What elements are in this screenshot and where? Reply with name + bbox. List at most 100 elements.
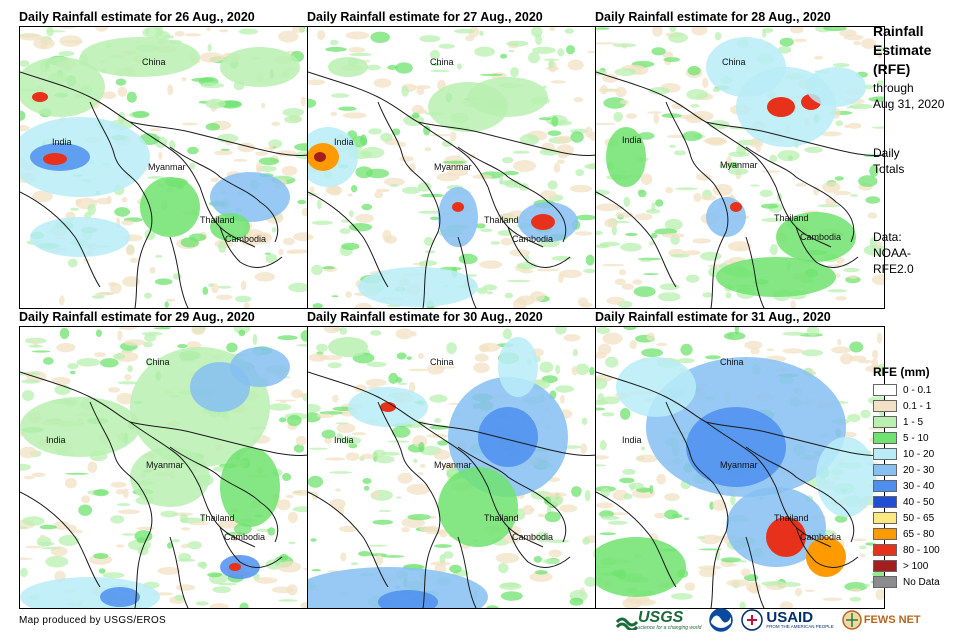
place-label-india: India (622, 435, 642, 445)
place-label-myanmar: Myanmar (434, 460, 472, 470)
rainfall-map: China India Myanmar Thailand Cambodia (595, 326, 885, 609)
place-label-thailand: Thailand (774, 513, 809, 523)
legend-swatch (873, 560, 897, 572)
legend-swatch (873, 448, 897, 460)
legend-title: RFE (mm) (873, 365, 930, 379)
usaid-wordmark: USAID (766, 609, 814, 627)
place-label-india: India (334, 137, 354, 147)
legend-swatch (873, 416, 897, 428)
place-label-india: India (334, 435, 354, 445)
legend-swatch (873, 544, 897, 556)
usaid-seal-icon (741, 609, 764, 631)
legend-item: 1 - 5 (873, 414, 965, 430)
place-label-china: China (430, 57, 454, 67)
rainfall-field (308, 27, 596, 308)
place-label-india: India (46, 435, 66, 445)
place-label-cambodia: Cambodia (224, 532, 266, 542)
legend-label: 20 - 30 (903, 464, 935, 476)
legend-swatch (873, 384, 897, 396)
legend-label: > 100 (903, 560, 929, 572)
legend-swatch (873, 464, 897, 476)
place-label-china: China (722, 57, 746, 67)
place-label-india: India (622, 135, 642, 145)
usgs-wordmark: USGS (638, 608, 684, 626)
legend-label: 0.1 - 1 (903, 400, 932, 412)
logo-strip: USGS science for a changing world USAID … (616, 606, 929, 634)
legend-item: 65 - 80 (873, 526, 965, 542)
legend-item: 50 - 65 (873, 510, 965, 526)
legend-label: No Data (903, 576, 940, 588)
place-label-cambodia: Cambodia (225, 234, 267, 244)
place-label-thailand: Thailand (200, 215, 235, 225)
legend-swatch (873, 480, 897, 492)
place-label-india: India (52, 137, 72, 147)
place-label-china: China (142, 57, 166, 67)
legend-item: 10 - 20 (873, 446, 965, 462)
panel-title: Daily Rainfall estimate for 30 Aug., 202… (307, 310, 543, 324)
legend-label: 50 - 65 (903, 512, 935, 524)
legend-label: 0 - 0.1 (903, 384, 932, 396)
panel-title: Daily Rainfall estimate for 27 Aug., 202… (307, 10, 543, 24)
data-source: RFE2.0 (873, 262, 914, 276)
place-label-cambodia: Cambodia (512, 234, 554, 244)
data-source: NOAA- (873, 246, 912, 260)
legend-swatch (873, 496, 897, 508)
legend-label: 30 - 40 (903, 480, 935, 492)
place-label-myanmar: Myanmar (148, 162, 186, 172)
rainfall-field (308, 327, 596, 608)
rainfall-field (20, 327, 308, 608)
place-label-thailand: Thailand (774, 213, 809, 223)
side-title-line: Rainfall (873, 23, 924, 39)
place-label-cambodia: Cambodia (800, 532, 842, 542)
usaid-logo: USAID FROM THE AMERICAN PEOPLE (741, 607, 834, 633)
place-label-myanmar: Myanmar (720, 460, 758, 470)
place-label-myanmar: Myanmar (434, 162, 472, 172)
place-label-china: China (720, 357, 744, 367)
legend-label: 65 - 80 (903, 528, 935, 540)
place-label-china: China (430, 357, 454, 367)
legend-swatch (873, 400, 897, 412)
through-date: Aug 31, 2020 (873, 97, 945, 111)
legend-swatch (873, 528, 897, 540)
rainfall-field (596, 27, 884, 308)
place-label-china: China (146, 357, 170, 367)
legend-label: 1 - 5 (903, 416, 924, 428)
legend-item: 0.1 - 1 (873, 398, 965, 414)
legend-item: No Data (873, 574, 965, 590)
place-label-cambodia: Cambodia (800, 232, 842, 242)
usgs-logo: USGS science for a changing world (616, 607, 701, 633)
legend: RFE (mm) 0 - 0.1 0.1 - 1 1 - 5 5 - 10 10 - 2… (873, 365, 965, 590)
usgs-wave-icon (616, 617, 638, 630)
place-label-thailand: Thailand (200, 513, 235, 523)
usgs-tagline: science for a changing world (638, 624, 702, 631)
rainfall-field (596, 327, 884, 608)
rainfall-map: China India Myanmar Thailand Cambodia (307, 26, 597, 309)
panel-title: Daily Rainfall estimate for 31 Aug., 202… (595, 310, 831, 324)
usaid-tagline: FROM THE AMERICAN PEOPLE (766, 624, 834, 630)
rainfall-map: China India Myanmar Thailand Cambodia (19, 26, 309, 309)
side-title-line: Estimate (873, 42, 932, 58)
fewsnet-wordmark: FEWS NET (863, 614, 921, 626)
legend-swatch (873, 432, 897, 444)
fewsnet-logo: FEWS NET (842, 607, 921, 633)
side-title-line: (RFE) (873, 61, 911, 77)
legend-swatch (873, 512, 897, 524)
legend-item: 30 - 40 (873, 478, 965, 494)
map-credit: Map produced by USGS/EROS (19, 615, 167, 626)
legend-item: 80 - 100 (873, 542, 965, 558)
place-label-myanmar: Myanmar (720, 160, 758, 170)
legend-item: 20 - 30 (873, 462, 965, 478)
rainfall-map: China India Myanmar Thailand Cambodia (307, 326, 597, 609)
data-label: Data: (873, 230, 902, 244)
noaa-logo (709, 607, 734, 633)
rainfall-map: China India Myanmar Thailand Cambodia (19, 326, 309, 609)
rainfall-field (20, 27, 308, 308)
legend-label: 40 - 50 (903, 496, 935, 508)
through-label: through (873, 81, 914, 95)
legend-item: 0 - 0.1 (873, 382, 965, 398)
legend-label: 10 - 20 (903, 448, 935, 460)
place-label-myanmar: Myanmar (146, 460, 184, 470)
panel-title: Daily Rainfall estimate for 26 Aug., 202… (19, 10, 255, 24)
place-label-thailand: Thailand (484, 215, 519, 225)
noaa-seal-icon (709, 608, 734, 632)
